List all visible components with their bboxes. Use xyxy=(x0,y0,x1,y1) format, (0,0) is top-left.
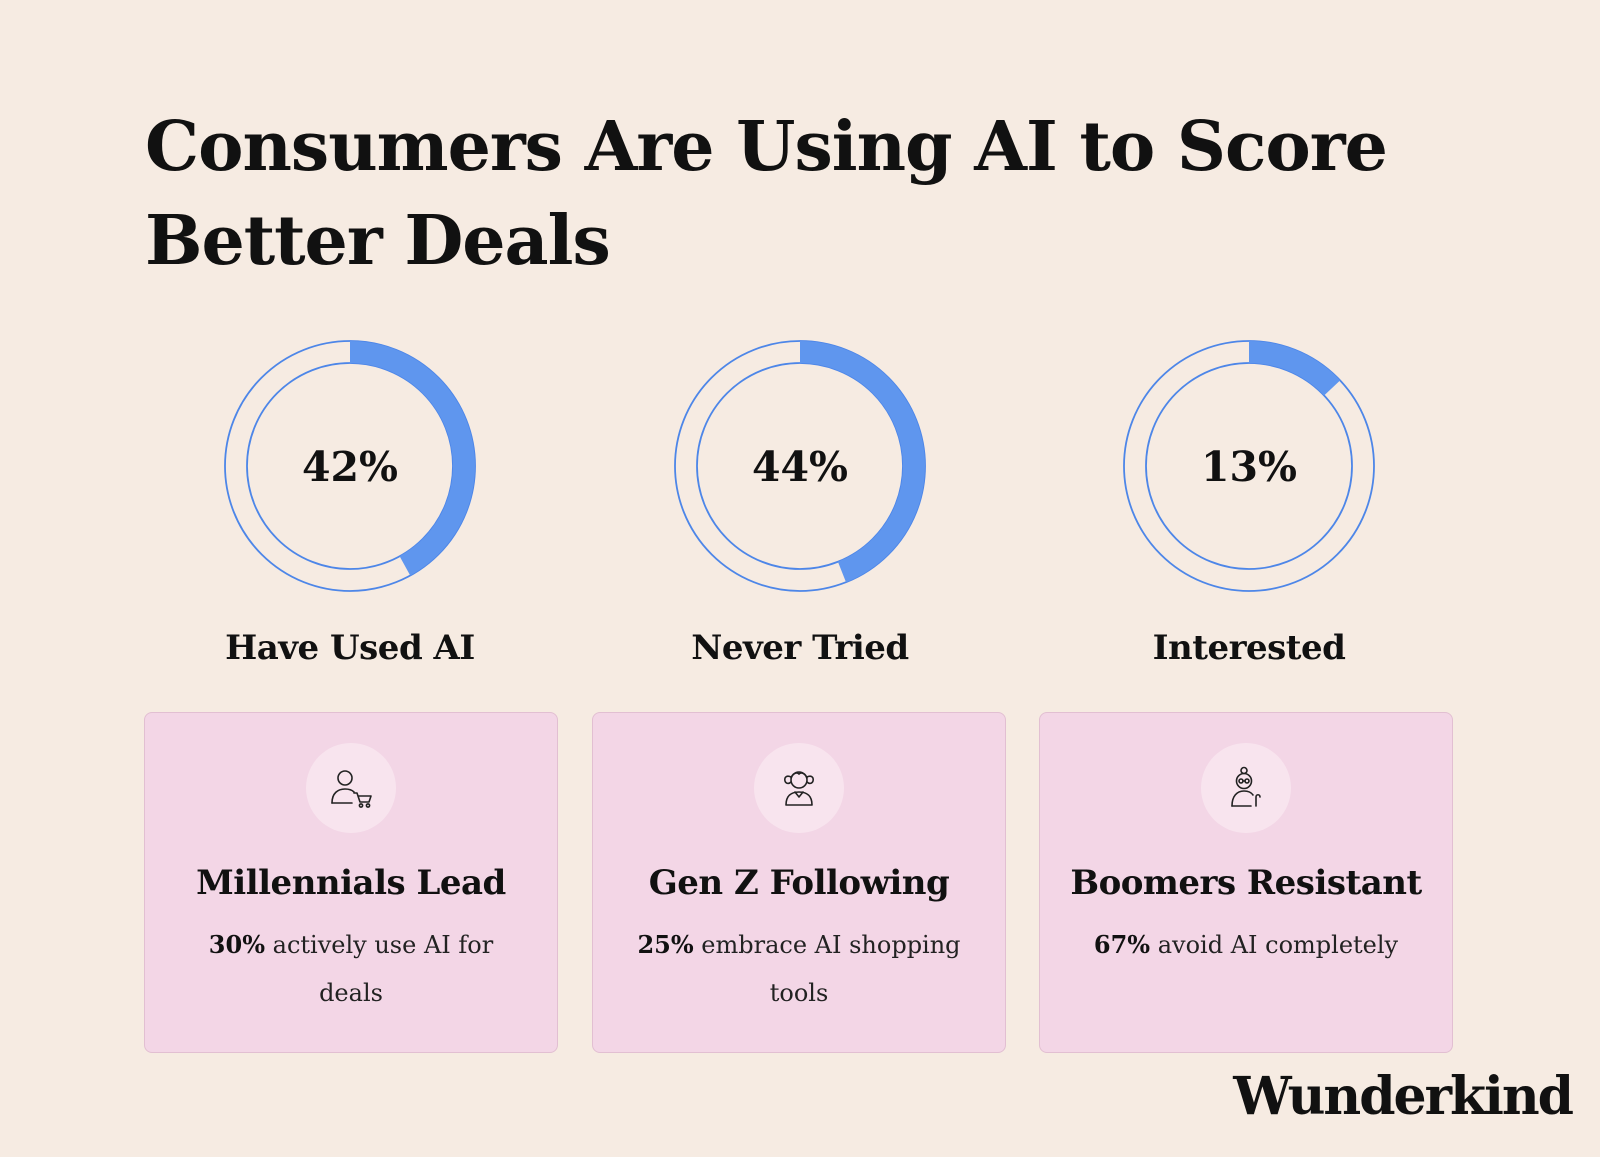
card-title: Gen Z Following xyxy=(648,863,950,903)
stat-label: Never Tried xyxy=(691,628,909,668)
girl-pigtails-icon xyxy=(754,743,844,833)
stat-have-used-ai: 42% Have Used AI xyxy=(170,338,530,668)
donut-segment xyxy=(800,341,926,583)
donut-value-label: 13% xyxy=(1201,443,1297,491)
card-title: Boomers Resistant xyxy=(1070,863,1422,903)
card-description: embrace AI shopping tools xyxy=(701,931,961,1007)
donut-segment xyxy=(1249,341,1341,396)
card-text: 30% actively use AI for deals xyxy=(181,921,521,1017)
card-highlight: 67% xyxy=(1093,930,1151,959)
brand-logo: Wunderkind xyxy=(1233,1066,1574,1127)
page-title: Consumers Are Using AI to Score Better D… xyxy=(145,107,1388,281)
stat-never-tried: 44% Never Tried xyxy=(620,338,980,668)
card-boomers: Boomers Resistant 67% avoid AI completel… xyxy=(1039,712,1453,1053)
person-cart-icon xyxy=(306,743,396,833)
stat-label: Have Used AI xyxy=(225,628,475,668)
card-millennials: Millennials Lead 30% actively use AI for… xyxy=(144,712,558,1053)
card-highlight: 30% xyxy=(208,930,265,959)
donut-segment xyxy=(350,341,475,576)
card-description: actively use AI for deals xyxy=(272,931,494,1007)
card-gen-z: Gen Z Following 25% embrace AI shopping … xyxy=(592,712,1006,1053)
card-text: 67% avoid AI completely xyxy=(1076,921,1416,969)
donut-chart: 44% xyxy=(674,340,926,592)
card-title: Millennials Lead xyxy=(196,863,506,903)
donut-value-label: 42% xyxy=(302,443,398,491)
donut-chart: 13% xyxy=(1123,340,1375,592)
donut-chart: 42% xyxy=(224,340,476,592)
donut-value-label: 44% xyxy=(752,443,848,491)
card-description: avoid AI completely xyxy=(1157,931,1399,959)
card-highlight: 25% xyxy=(637,930,694,959)
stat-label: Interested xyxy=(1152,628,1346,668)
card-text: 25% embrace AI shopping tools xyxy=(629,921,969,1017)
elderly-person-cane-icon xyxy=(1201,743,1291,833)
stat-interested: 13% Interested xyxy=(1069,338,1429,668)
